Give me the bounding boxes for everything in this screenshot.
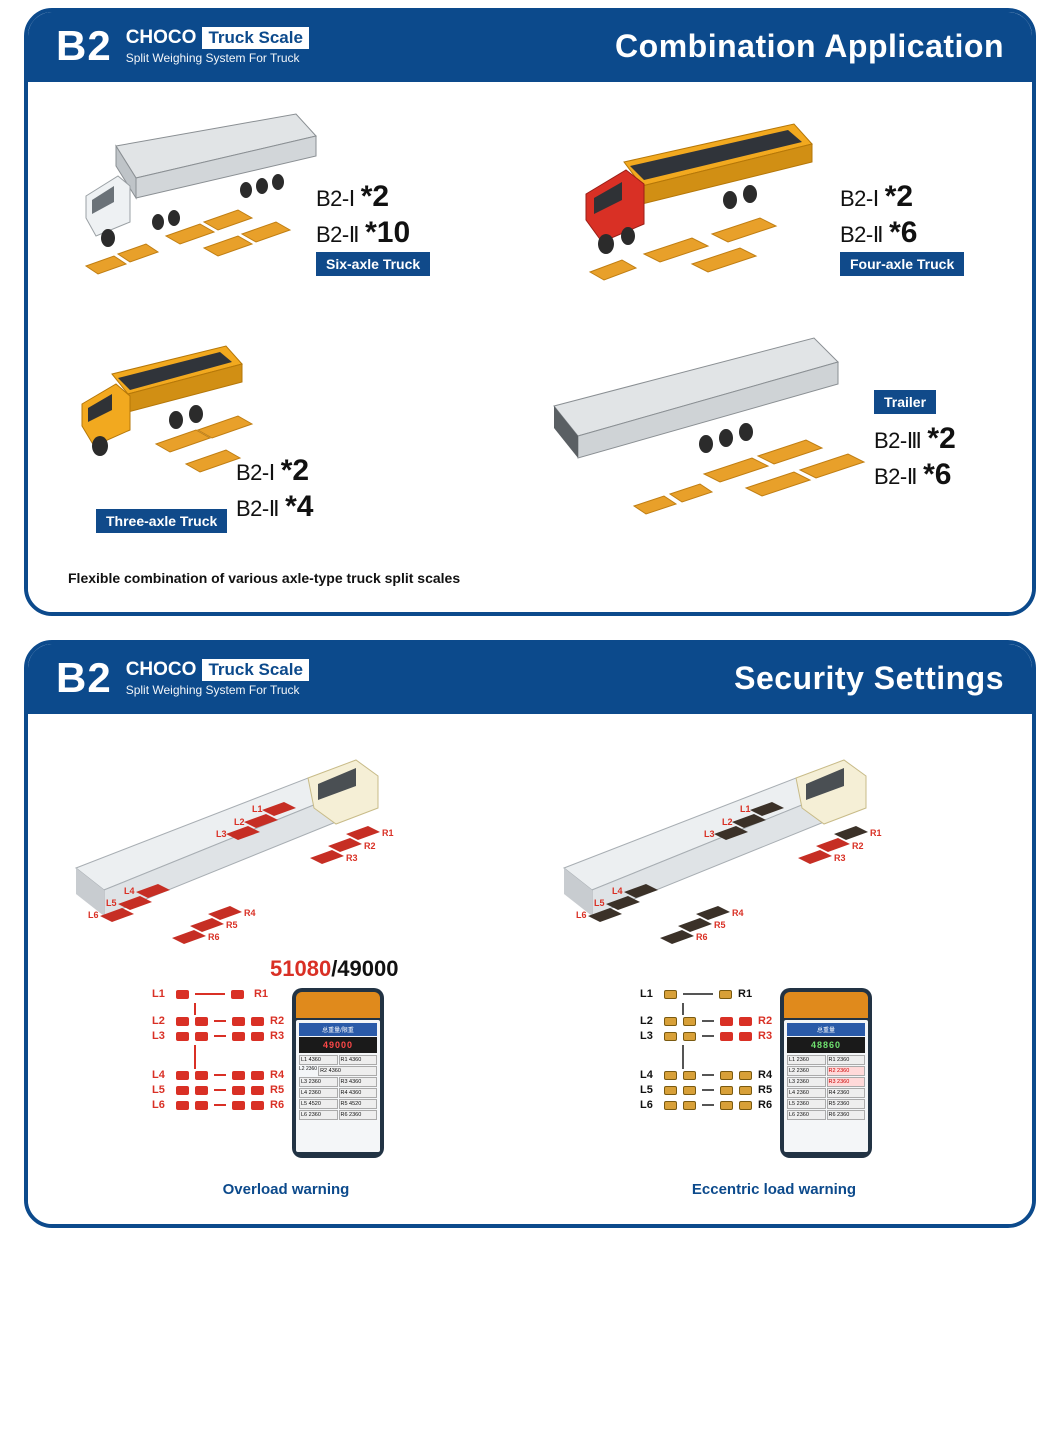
badge-six-axle: Six-axle Truck: [316, 252, 430, 276]
truck-four-axle-icon: [544, 106, 834, 296]
svg-text:L2: L2: [234, 817, 245, 827]
cell-eccentric: L1 L2 L3 R1 R2 R3 L4 L5 L6 R4 R5 R6: [544, 738, 1004, 1198]
axle-diagram-eccentric: L1R1 L2R2 L3R3 L4R4 L5R5 L6R6: [640, 988, 776, 1114]
svg-text:R5: R5: [714, 920, 726, 930]
svg-text:L5: L5: [106, 898, 117, 908]
trailer-icon: [514, 328, 874, 538]
semitruck-overload-icon: L1 L2 L3 R1 R2 R3 L4 L5 L6 R4 R5 R6: [56, 738, 416, 948]
caption-overload: Overload warning: [56, 1181, 516, 1198]
svg-text:R2: R2: [364, 841, 376, 851]
truck-six-axle-icon: [56, 106, 336, 296]
panel-combination: B2 CHOCO Truck Scale Split Weighing Syst…: [24, 8, 1036, 616]
panel1-grid: B2-Ⅰ*2 B2-Ⅱ*10 Six-axle Truck: [56, 106, 1004, 544]
brand-line1: CHOCO Truck Scale: [126, 27, 309, 49]
spec-four-axle: B2-Ⅰ*2 B2-Ⅱ*6 Four-axle Truck: [840, 180, 964, 276]
svg-text:L3: L3: [704, 829, 715, 839]
panel2-grid: L1 L2 L3 R1 R2 R3 L4 L5 L6 R4 R5 R6: [56, 738, 1004, 1198]
cell-four-axle: B2-Ⅰ*2 B2-Ⅱ*6 Four-axle Truck: [544, 106, 1004, 316]
panel2-body: L1 L2 L3 R1 R2 R3 L4 L5 L6 R4 R5 R6: [28, 714, 1032, 1224]
handheld-device-right: 总重量 48860 L1 2360R1 2360 L2 2360R2 2360 …: [780, 988, 872, 1158]
handheld-device-left: 总重量/限重 49000 L1 4360R1 4360 L2 2360R2 43…: [292, 988, 384, 1158]
svg-text:L1: L1: [740, 804, 751, 814]
badge-three-axle: Three-axle Truck: [96, 509, 227, 533]
panel1-body: B2-Ⅰ*2 B2-Ⅱ*10 Six-axle Truck: [28, 82, 1032, 612]
svg-text:R6: R6: [208, 932, 220, 942]
svg-text:L4: L4: [612, 886, 623, 896]
svg-text:L2: L2: [722, 817, 733, 827]
brand-block-2: B2 CHOCOTruck Scale Split Weighing Syste…: [56, 654, 309, 702]
panel1-footnote: Flexible combination of various axle-typ…: [68, 570, 1004, 586]
spec-three-axle: B2-Ⅰ*2 B2-Ⅱ*4: [236, 454, 313, 526]
spec-six-axle: B2-Ⅰ*2 B2-Ⅱ*10 Six-axle Truck: [316, 180, 430, 276]
panel-header-combination: B2 CHOCO Truck Scale Split Weighing Syst…: [28, 12, 1032, 82]
cell-overload: L1 L2 L3 R1 R2 R3 L4 L5 L6 R4 R5 R6: [56, 738, 516, 1198]
weight-overload: 51080/49000: [270, 956, 398, 982]
svg-text:R2: R2: [852, 841, 864, 851]
svg-text:L6: L6: [88, 910, 99, 920]
badge-four-axle: Four-axle Truck: [840, 252, 964, 276]
cell-three-axle: B2-Ⅰ*2 B2-Ⅱ*4 Three-axle Truck: [56, 334, 516, 544]
svg-text:L4: L4: [124, 886, 135, 896]
svg-text:L3: L3: [216, 829, 227, 839]
panel-header-security: B2 CHOCOTruck Scale Split Weighing Syste…: [28, 644, 1032, 714]
panel1-title: Combination Application: [615, 28, 1004, 65]
svg-text:R3: R3: [346, 853, 358, 863]
svg-text:R4: R4: [732, 908, 744, 918]
panel-security: B2 CHOCOTruck Scale Split Weighing Syste…: [24, 640, 1036, 1228]
brand-block: B2 CHOCO Truck Scale Split Weighing Syst…: [56, 22, 309, 70]
svg-text:R3: R3: [834, 853, 846, 863]
panel2-title: Security Settings: [734, 660, 1004, 697]
badge-trailer: Trailer: [874, 390, 936, 414]
svg-text:L5: L5: [594, 898, 605, 908]
svg-text:R5: R5: [226, 920, 238, 930]
brand-name: CHOCO: [126, 27, 197, 49]
svg-text:R1: R1: [870, 828, 882, 838]
svg-text:R6: R6: [696, 932, 708, 942]
brand-badge: B2: [56, 22, 112, 70]
spec-trailer: Trailer B2-Ⅲ*2 B2-Ⅱ*6: [874, 390, 956, 494]
cell-six-axle: B2-Ⅰ*2 B2-Ⅱ*10 Six-axle Truck: [56, 106, 516, 316]
brand-badge-2: B2: [56, 654, 112, 702]
svg-text:L6: L6: [576, 910, 587, 920]
brand-box: Truck Scale: [202, 27, 309, 49]
svg-text:L1: L1: [252, 804, 263, 814]
svg-text:R1: R1: [382, 828, 394, 838]
cell-trailer: Trailer B2-Ⅲ*2 B2-Ⅱ*6: [544, 334, 1004, 544]
truck-three-axle-icon: [56, 334, 266, 504]
axle-diagram-overload: L1R1 L2R2 L3R3 L4R4 L5R5 L6R6: [152, 988, 288, 1114]
svg-text:R4: R4: [244, 908, 256, 918]
brand-tagline: Split Weighing System For Truck: [126, 51, 309, 65]
caption-eccentric: Eccentric load warning: [544, 1181, 1004, 1198]
semitruck-eccentric-icon: L1 L2 L3 R1 R2 R3 L4 L5 L6 R4 R5 R6: [544, 738, 904, 948]
